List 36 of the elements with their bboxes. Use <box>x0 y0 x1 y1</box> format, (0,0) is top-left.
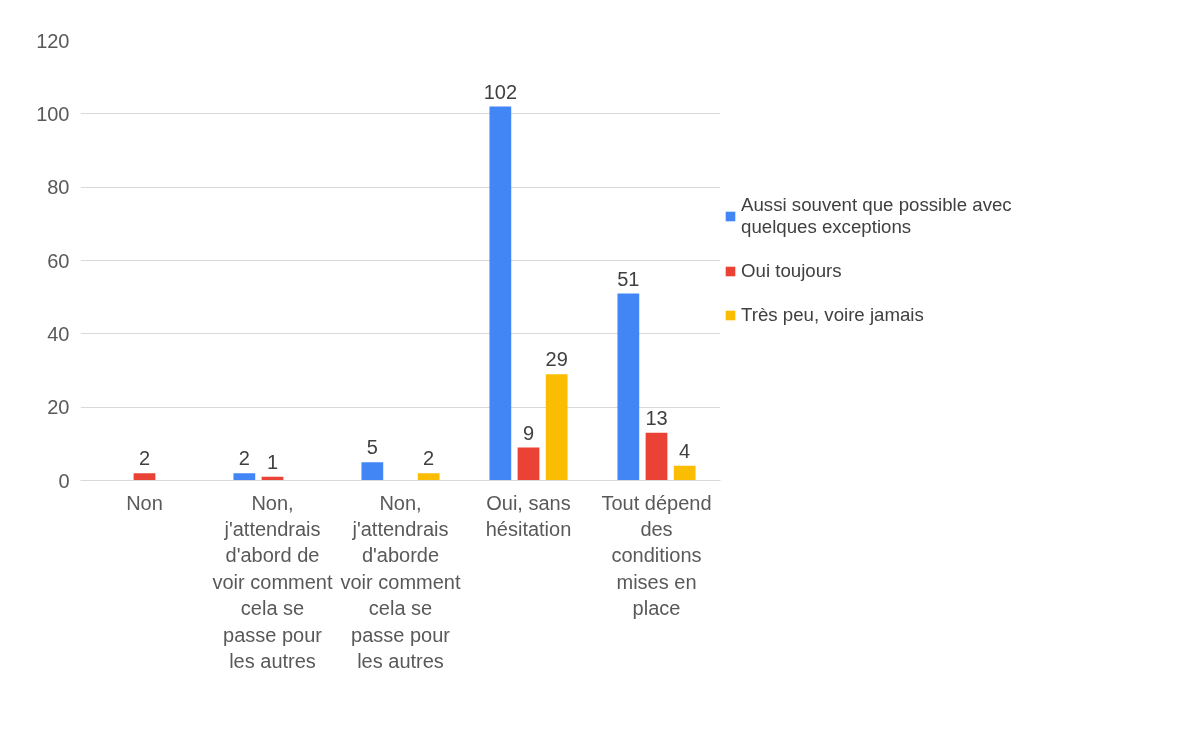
x-tick-label: Non, j'attendrais d'abord de voir comment cela se passe pour les autres <box>212 491 333 672</box>
data-label: 13 <box>645 406 668 429</box>
data-label: 2 <box>138 447 151 470</box>
y-tick-label: 120 <box>36 29 70 52</box>
bar <box>133 473 156 481</box>
bar <box>489 106 512 481</box>
x-tick-label: Oui, sans hésitation <box>485 491 572 540</box>
x-tick-label: Non, j'attendrais d'aborde voir comment cela se passe pour les autres <box>340 491 461 672</box>
data-label: 2 <box>423 447 435 470</box>
bar <box>233 473 256 481</box>
legend-label: Très peu, voire jamais <box>741 304 924 326</box>
data-label: 51 <box>617 267 640 290</box>
x-tick-label: Non <box>126 491 163 514</box>
bar <box>617 293 640 481</box>
data-label: 9 <box>522 421 535 444</box>
data-label: 102 <box>483 80 518 103</box>
bar <box>361 462 384 481</box>
bar <box>545 374 568 481</box>
data-label: 5 <box>366 436 378 459</box>
y-tick-label: 20 <box>47 396 70 419</box>
y-tick-label: 100 <box>36 102 70 125</box>
bar <box>673 465 696 481</box>
data-label: 29 <box>545 348 568 371</box>
data-label: 1 <box>266 450 279 473</box>
bar <box>517 447 540 481</box>
x-tick-label: Tout dépend des conditions mises en place <box>601 491 712 620</box>
y-tick-label: 60 <box>47 249 70 272</box>
legend-label: Aussi souvent que possible avec quelques exceptions <box>741 194 1012 238</box>
bar <box>417 473 440 481</box>
y-tick-label: 80 <box>47 176 70 199</box>
data-label: 2 <box>238 447 250 470</box>
data-label: 4 <box>679 439 691 462</box>
bar <box>645 432 668 481</box>
y-tick-label: 0 <box>58 469 70 492</box>
y-tick-label: 40 <box>47 322 70 345</box>
legend-label: Oui toujours <box>741 260 842 282</box>
